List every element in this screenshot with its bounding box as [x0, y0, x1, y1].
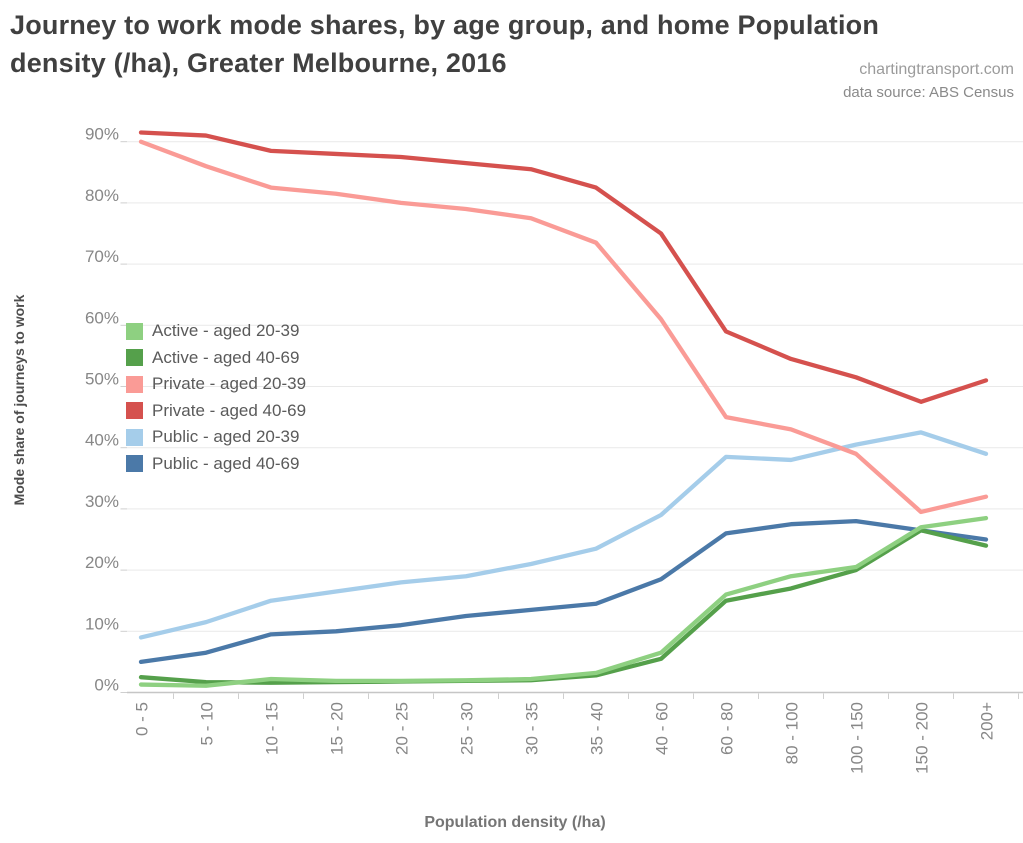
y-axis-tick-label: 20%: [85, 553, 119, 572]
y-axis-tick-label: 90%: [85, 125, 119, 144]
x-axis-tick-label: 15 - 20: [328, 702, 347, 755]
legend-label: Active - aged 40-69: [152, 347, 300, 367]
y-axis-tick-label: 10%: [85, 614, 119, 633]
x-axis-tick-label: 0 - 5: [133, 702, 152, 736]
y-axis-tick-label: 0%: [94, 676, 119, 695]
legend-item-active-aged-20-39[interactable]: Active - aged 20-39: [126, 318, 306, 345]
series-line-private-aged-20-39[interactable]: [138, 139, 989, 515]
legend-swatch-active-aged-20-39: [126, 322, 143, 340]
credits: chartingtransport.com data source: ABS C…: [843, 58, 1014, 104]
series-line-public-aged-20-39[interactable]: [138, 430, 989, 640]
legend-swatch-private-aged-40-69: [126, 402, 143, 420]
y-axis-tick-label: 50%: [85, 370, 119, 389]
y-axis-tick-label: 70%: [85, 247, 119, 266]
legend-swatch-public-aged-40-69: [126, 455, 143, 473]
x-axis-tick-label: 20 - 25: [393, 702, 412, 755]
x-axis-tick-label: 200+: [978, 702, 997, 740]
legend-label: Private - aged 20-39: [152, 374, 307, 394]
x-axis-tick-label: 100 - 150: [848, 702, 867, 774]
x-axis-tick-label: 5 - 10: [198, 702, 217, 745]
site-credit: chartingtransport.com: [859, 61, 1014, 78]
y-axis-tick-label: 30%: [85, 492, 119, 511]
x-axis-tick-label: 10 - 15: [263, 702, 282, 755]
y-axis-tick-label: 60%: [85, 308, 119, 327]
legend-swatch-active-aged-40-69: [126, 349, 143, 367]
x-axis-tick-label: 30 - 35: [523, 702, 542, 755]
legend-swatch-public-aged-20-39: [126, 428, 143, 446]
legend-swatch-private-aged-20-39: [126, 375, 143, 393]
legend-item-private-aged-40-69[interactable]: Private - aged 40-69: [126, 398, 306, 425]
legend: Active - aged 20-39 Active - aged 40-69 Pr…: [126, 318, 306, 477]
series-line-active-aged-20-39[interactable]: [138, 515, 989, 688]
y-axis-title: Mode share of journeys to work: [11, 294, 27, 505]
chart-title: Journey to work mode shares, by age grou…: [10, 6, 1010, 82]
y-axis-tick-label: 40%: [85, 431, 119, 450]
y-axis-tick-label: 80%: [85, 186, 119, 205]
legend-label: Active - aged 20-39: [152, 321, 300, 341]
x-axis-tick-label: 80 - 100: [783, 702, 802, 764]
legend-item-active-aged-40-69[interactable]: Active - aged 40-69: [126, 345, 306, 372]
legend-item-public-aged-40-69[interactable]: Public - aged 40-69: [126, 451, 306, 478]
legend-label: Public - aged 20-39: [152, 427, 300, 447]
x-axis-title: Population density (/ha): [424, 814, 605, 831]
chart-title-line2: density (/ha), Greater Melbourne, 2016: [10, 48, 507, 78]
x-axis-tick-label: 35 - 40: [588, 702, 607, 755]
legend-item-public-aged-20-39[interactable]: Public - aged 20-39: [126, 424, 306, 451]
legend-item-private-aged-20-39[interactable]: Private - aged 20-39: [126, 371, 306, 398]
legend-label: Public - aged 40-69: [152, 453, 300, 473]
series-line-public-aged-40-69[interactable]: [138, 518, 989, 665]
chart-title-line1: Journey to work mode shares, by age grou…: [10, 10, 880, 40]
x-axis-tick-label: 25 - 30: [458, 702, 477, 755]
data-source-credit: data source: ABS Census: [843, 84, 1014, 101]
legend-label: Private - aged 40-69: [152, 400, 307, 420]
series-line-private-aged-40-69[interactable]: [138, 130, 989, 404]
x-axis-tick-label: 150 - 200: [913, 702, 932, 774]
x-axis-tick-label: 40 - 60: [653, 702, 672, 755]
x-axis-tick-label: 60 - 80: [718, 702, 737, 755]
